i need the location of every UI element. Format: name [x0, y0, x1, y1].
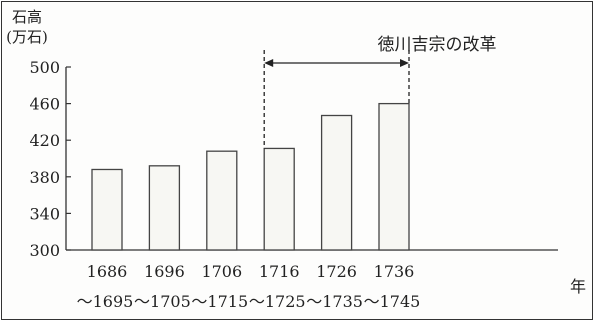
bar-1706 — [206, 150, 238, 251]
y-tick-label: 420 — [29, 131, 60, 150]
x-tick-label-start: 1736 — [374, 262, 415, 281]
x-tick-label-start: 1686 — [87, 262, 128, 281]
bar-1726 — [320, 114, 353, 251]
y-axis-title-line2: (万石) — [6, 28, 48, 46]
reform-annotation-label: 徳川吉宗の改革 — [378, 35, 497, 55]
reform-arrowhead-right — [400, 59, 409, 67]
y-axis-title-line1: 石高 — [12, 8, 42, 26]
x-tick-label-start: 1726 — [316, 262, 357, 281]
x-tick-label-end: 〜1745 — [364, 292, 421, 311]
bar-1716 — [263, 147, 295, 251]
y-tick-label: 340 — [29, 204, 60, 223]
y-tick-label: 460 — [29, 95, 60, 114]
x-tick-label-end: 〜1725 — [249, 292, 306, 311]
x-tick-label-start: 1706 — [201, 262, 242, 281]
x-tick-label-start: 1696 — [144, 262, 185, 281]
x-axis-unit-label: 年 — [570, 277, 586, 296]
x-tick-label-end: 〜1705 — [134, 292, 191, 311]
y-tick-label: 380 — [29, 168, 60, 187]
bar-1686 — [91, 168, 123, 251]
bar-1696 — [148, 165, 181, 251]
x-tick-label-end: 〜1695 — [77, 292, 134, 311]
reform-arrowhead-left — [264, 59, 274, 67]
bar-1736 — [378, 102, 410, 251]
x-tick-label-start: 1716 — [259, 262, 300, 281]
y-tick-label: 300 — [29, 241, 60, 260]
x-tick-label-end: 〜1735 — [306, 292, 363, 311]
y-tick-label: 500 — [29, 58, 60, 77]
x-tick-label-end: 〜1715 — [191, 292, 248, 311]
